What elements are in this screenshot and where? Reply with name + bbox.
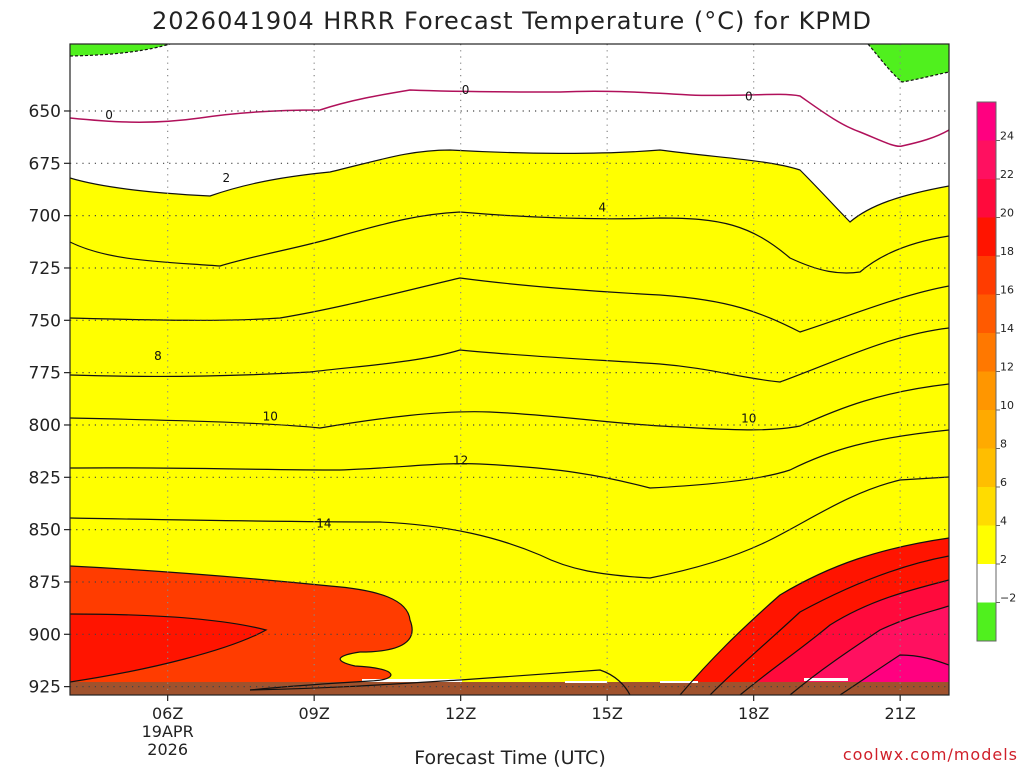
isotherm-16-left (70, 565, 413, 691)
colorbar-label: 24 (1000, 130, 1014, 143)
isotherm-label: 0 (105, 108, 113, 122)
colorbar-label: 16 (1000, 284, 1014, 297)
isotherm-green-left (70, 44, 171, 57)
chart-title: 2026041904 HRRR Forecast Temperature (°C… (152, 7, 872, 35)
band-2 (70, 150, 949, 695)
colorbar-label: 8 (1000, 438, 1007, 451)
y-tick-label: 925 (29, 678, 61, 698)
colorbar: 24 22 20 18 16 14 12 10 8 6 4 2 −2 (976, 101, 1016, 642)
colorbar-label: 20 (1000, 207, 1014, 220)
isotherm-2 (70, 149, 949, 223)
colorbar-swatch (977, 294, 996, 333)
y-tick-label: 875 (29, 573, 61, 593)
x-tick-label: 18Z (738, 704, 769, 723)
y-tick-label: 850 (29, 521, 61, 541)
colorbar-label: 14 (1000, 322, 1014, 335)
colorbar-swatch (977, 371, 996, 410)
ground-strip (70, 682, 949, 695)
y-tick-label: 700 (29, 207, 61, 227)
colorbar-label: 6 (1000, 476, 1007, 489)
y-tick-label: 800 (29, 416, 61, 436)
x-axis-label: Forecast Time (UTC) (414, 747, 605, 768)
isotherm-12 (70, 429, 949, 489)
band-white (70, 44, 949, 222)
ground-gap (804, 678, 848, 681)
colorbar-swatch (977, 410, 996, 449)
x-tick-label: 15Z (592, 704, 623, 723)
band-18-left-inner (70, 614, 266, 682)
isotherm-label: 0 (462, 83, 470, 97)
isotherm-16-right (679, 537, 949, 695)
colorbar-label: −2 (1000, 592, 1016, 605)
credit-text: coolwx.com/models (843, 745, 1018, 764)
isotherm-label: 14 (316, 516, 331, 530)
ground-gap (565, 681, 607, 683)
colorbar-swatch (977, 102, 996, 141)
isotherm-24 (839, 654, 949, 695)
isotherm-14 (70, 476, 949, 579)
colorbar-label: 2 (1000, 553, 1007, 566)
colorbar-swatch (977, 333, 996, 372)
y-tick-label: 900 (29, 625, 61, 645)
band-green-right (868, 44, 949, 82)
grid-lines (70, 44, 949, 695)
isotherm-18-right (709, 555, 949, 695)
colorbar-swatch (977, 602, 996, 641)
colorbar-swatch (977, 217, 996, 256)
ground-gap (660, 681, 698, 683)
colorbar-swatch (977, 564, 996, 603)
colorbar-swatch (977, 140, 996, 179)
x-tick-label: 09Z (299, 704, 330, 723)
isotherm-20 (739, 579, 949, 695)
isotherm-lines (70, 44, 949, 695)
band-green-left (70, 44, 170, 56)
x-tick-label: 06Z (152, 704, 183, 723)
isotherm-22 (789, 605, 949, 695)
colorbar-label: 18 (1000, 245, 1014, 258)
isotherm-label: 8 (154, 349, 162, 363)
colorbar-swatch (977, 487, 996, 526)
colorbar-swatch (977, 179, 996, 218)
plot-area: 0 0 0 2 4 8 10 10 12 14 (70, 44, 949, 695)
isotherm-label: 0 (745, 89, 753, 103)
isotherm-10 (70, 383, 949, 431)
y-tick-label: 750 (29, 311, 61, 331)
isotherm-label: 2 (222, 171, 230, 185)
isotherm-0 (70, 89, 949, 148)
isotherm-label: 12 (453, 454, 468, 468)
x-tick-sublabel: 19APR (142, 722, 194, 741)
colorbar-swatch (977, 525, 996, 564)
isotherm-surface (249, 669, 631, 695)
isotherm-label: 10 (741, 412, 756, 426)
x-tick-sublabel: 2026 (147, 740, 188, 759)
colorbar-label: 10 (1000, 399, 1014, 412)
y-tick-label: 675 (29, 154, 61, 174)
isotherm-labels: 0 0 0 2 4 8 10 10 12 14 (105, 83, 756, 530)
y-tick-label: 775 (29, 364, 61, 384)
isotherm-18-left (70, 613, 268, 683)
colorbar-swatch (977, 256, 996, 295)
x-tick-label: 12Z (445, 704, 476, 723)
colorbar-swatch (977, 448, 996, 487)
isotherm-label: 10 (263, 410, 278, 424)
ground-gap (362, 679, 462, 682)
plot-frame (69, 43, 950, 696)
isotherm-8 (70, 327, 949, 383)
y-tick-label: 725 (29, 259, 61, 279)
isotherm-4 (70, 211, 949, 274)
isotherm-6 (70, 277, 949, 333)
isotherm-label: 4 (598, 200, 606, 214)
colorbar-label: 12 (1000, 361, 1014, 374)
isotherm-green-right (867, 44, 949, 83)
colorbar-label: 22 (1000, 168, 1014, 181)
temperature-fill-bands (70, 44, 949, 695)
x-tick-label: 21Z (885, 704, 916, 723)
colorbar-label: 4 (1000, 515, 1007, 528)
y-axis: 650 675 700 725 750 775 800 825 850 875 900 925 (29, 102, 70, 698)
y-tick-label: 825 (29, 468, 61, 488)
y-tick-label: 650 (29, 102, 61, 122)
